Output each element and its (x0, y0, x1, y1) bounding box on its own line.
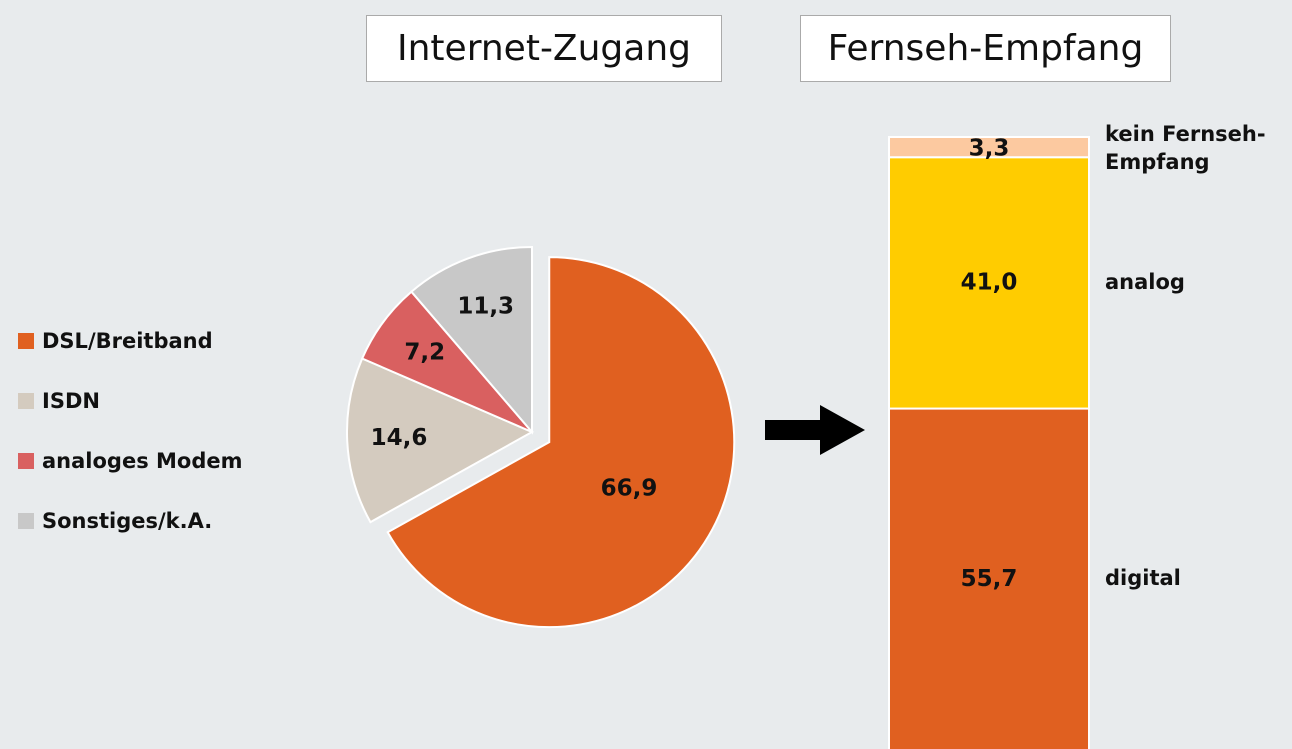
pie-slice (346, 357, 535, 524)
legend-swatch (18, 453, 34, 469)
bar-segment (888, 136, 1090, 159)
legend-swatch (18, 393, 34, 409)
pie-slice (410, 245, 533, 435)
arrow (765, 405, 865, 455)
series-label: kein Fernseh-Empfang (1105, 122, 1266, 174)
legend-item: Sonstiges/k.A. (18, 509, 212, 533)
bar-label: 3,3 (969, 136, 1010, 162)
bar-label: 41,0 (961, 269, 1018, 295)
legend-label: ISDN (42, 389, 100, 413)
slice-label: 7,2 (404, 340, 445, 366)
bar-title: Fernseh-Empfang (800, 15, 1171, 82)
pie-title: Internet-Zugang (366, 15, 722, 82)
slice-label: 66,9 (601, 475, 658, 501)
bar-label: 55,7 (961, 566, 1018, 592)
legend-label: Sonstiges/k.A. (42, 509, 213, 533)
pie-slice (386, 256, 736, 629)
legend-item: ISDN (18, 389, 100, 413)
bar-segment (888, 156, 1090, 410)
slice-label: 14,6 (371, 425, 428, 451)
series-label: analog (1105, 269, 1185, 294)
series-label: digital (1105, 566, 1181, 591)
legend-label: DSL/Breitband (42, 329, 213, 353)
legend-swatch (18, 513, 34, 529)
legend-swatch (18, 333, 34, 349)
legend-item: DSL/Breitband (18, 329, 213, 353)
slice-label: 11,3 (457, 294, 514, 320)
legend-item: analoges Modem (18, 449, 242, 473)
legend-label: analoges Modem (42, 449, 243, 473)
